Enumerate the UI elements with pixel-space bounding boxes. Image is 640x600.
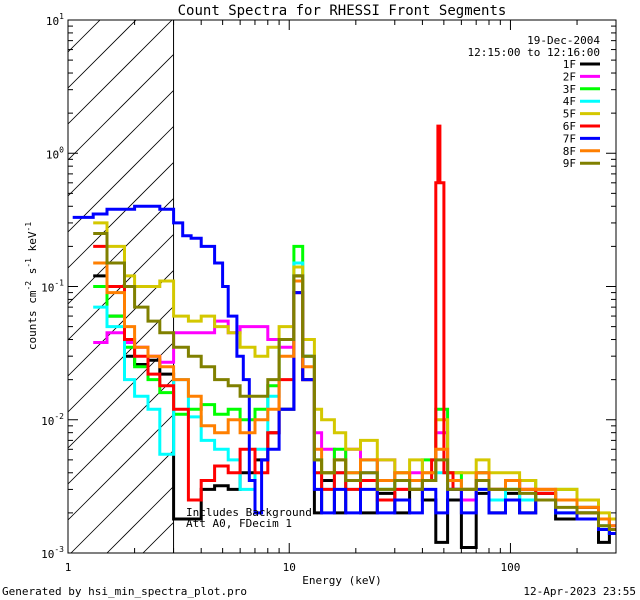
hatch-line	[68, 162, 174, 269]
hatch-line	[68, 20, 101, 53]
y-tick-label: 100	[46, 145, 64, 161]
series-line-5F	[93, 221, 616, 521]
hatch-line	[68, 342, 174, 449]
legend-label: 6F	[563, 120, 576, 133]
time-range-label: 12:15:00 to 12:16:00	[468, 46, 600, 59]
hatch-line	[68, 414, 174, 521]
legend-label: 5F	[563, 108, 576, 121]
footer-timestamp: 12-Apr-2023 23:55	[523, 585, 636, 598]
y-tick-label: 101	[46, 12, 64, 28]
x-tick-label: 10	[283, 561, 296, 574]
hatch-line	[106, 486, 174, 553]
hatch-line	[68, 270, 174, 377]
legend-label: 4F	[563, 95, 576, 108]
x-tick-label: 100	[501, 561, 521, 574]
series-line-9F	[93, 232, 616, 531]
footer-generated-by: Generated by hsi_min_spectra_plot.pro	[2, 585, 247, 598]
hatch-line	[68, 20, 173, 125]
hatch-line	[70, 450, 174, 553]
chart-title: Count Spectra for RHESSI Front Segments	[178, 3, 507, 19]
hatch-line	[142, 522, 174, 553]
y-tick-label: 10-1	[41, 279, 64, 295]
y-axis-label: counts cm-2 s-1 keV-1	[24, 222, 39, 350]
series-layer	[72, 124, 616, 549]
hatch-line	[68, 126, 174, 233]
hatch-line	[68, 20, 137, 89]
hatch-line	[68, 378, 174, 485]
series-line-6F	[93, 124, 616, 531]
x-axis-label: Energy (keV)	[302, 574, 381, 587]
series-line-7F	[72, 204, 616, 535]
hatch-line	[68, 0, 174, 16]
legend-label: 7F	[563, 132, 576, 145]
date-label: 19-Dec-2004	[527, 34, 600, 47]
hatch-line	[68, 90, 174, 197]
legend-label: 3F	[563, 83, 576, 96]
y-tick-label: 10-3	[41, 545, 64, 561]
y-tick-label: 10-2	[41, 412, 64, 428]
hatch-line	[68, 198, 174, 305]
hatch-line	[68, 54, 174, 161]
hatch-line	[68, 306, 174, 413]
x-tick-label: 1	[65, 561, 72, 574]
annotation-text: Includes Background	[186, 506, 312, 519]
legend-label: 1F	[563, 58, 576, 71]
legend-label: 8F	[563, 145, 576, 158]
legend-label: 9F	[563, 157, 576, 170]
legend-label: 2F	[563, 70, 576, 83]
axes: 1 10 100 101 100 10-1 10-2 10-3	[41, 12, 617, 574]
annotation-text: Att A0, FDecim 1	[186, 517, 292, 530]
low-energy-hatched-region	[68, 0, 175, 553]
